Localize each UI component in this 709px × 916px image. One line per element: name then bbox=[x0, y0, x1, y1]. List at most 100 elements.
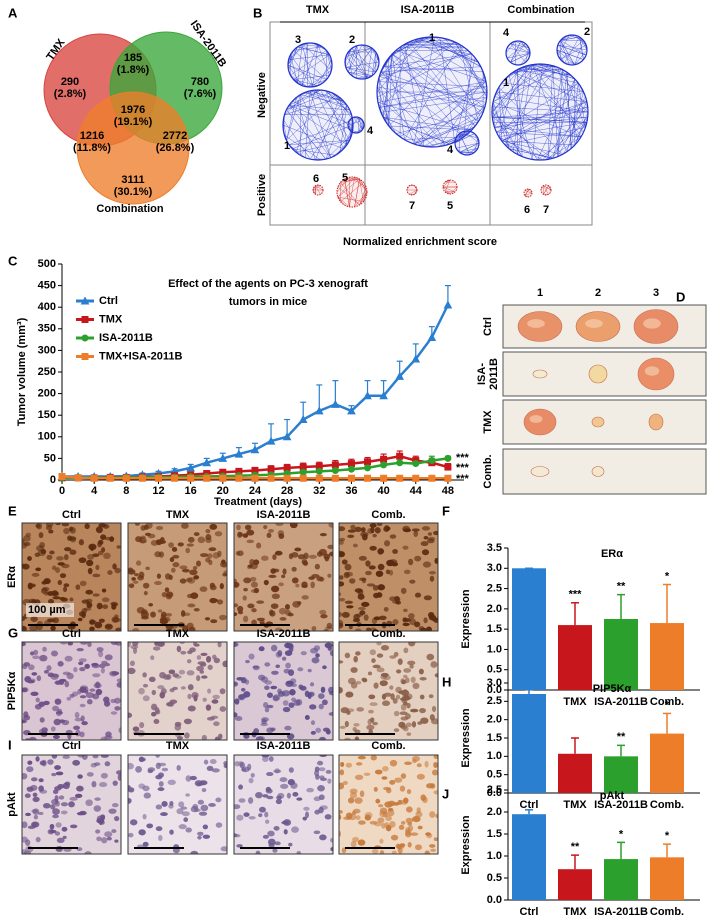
nucleus bbox=[395, 600, 402, 605]
data-point bbox=[347, 460, 355, 468]
nucleus bbox=[396, 669, 402, 674]
nucleus bbox=[345, 691, 354, 698]
venn-count: 2772 bbox=[163, 130, 187, 142]
nucleus bbox=[245, 659, 250, 664]
nucleus bbox=[389, 534, 397, 539]
nucleus bbox=[176, 645, 182, 653]
nucleus bbox=[27, 582, 33, 590]
nucleus bbox=[140, 611, 149, 618]
data-point bbox=[218, 453, 228, 462]
nucleus bbox=[339, 581, 345, 587]
cluster-label: 4 bbox=[447, 144, 454, 156]
nucleus bbox=[209, 597, 218, 604]
nucleus bbox=[273, 825, 280, 831]
ihc-column-label: Comb. bbox=[371, 509, 405, 521]
nucleus bbox=[279, 777, 288, 783]
nucleus bbox=[353, 655, 358, 663]
x-tick-label: ISA-2011B bbox=[594, 906, 648, 916]
nucleus bbox=[241, 768, 247, 772]
venn-percent: (30.1%) bbox=[114, 186, 153, 198]
nucleus bbox=[266, 704, 274, 709]
nucleus bbox=[404, 618, 412, 622]
nucleus bbox=[350, 682, 358, 689]
nucleus bbox=[339, 769, 345, 776]
nucleus bbox=[297, 667, 304, 672]
ihc-row-label: pAkt bbox=[6, 792, 18, 817]
nucleus bbox=[208, 559, 213, 566]
nucleus bbox=[339, 814, 342, 821]
nucleus bbox=[132, 642, 139, 647]
nucleus bbox=[151, 711, 157, 717]
nucleus bbox=[85, 692, 95, 699]
bar bbox=[558, 753, 592, 793]
nucleus bbox=[301, 559, 308, 565]
data-point bbox=[90, 474, 98, 482]
nucleus bbox=[326, 622, 333, 629]
nucleus bbox=[281, 656, 287, 661]
nucleus bbox=[356, 762, 363, 766]
network-row-label: Positive bbox=[256, 174, 268, 216]
nucleus bbox=[400, 821, 406, 825]
y-tick-label: 0 bbox=[50, 474, 56, 486]
nucleus bbox=[115, 627, 121, 631]
nucleus bbox=[379, 850, 385, 854]
nucleus bbox=[350, 840, 357, 848]
nucleus bbox=[370, 717, 375, 723]
nucleus bbox=[295, 583, 300, 588]
nucleus bbox=[101, 547, 106, 553]
nucleus bbox=[291, 826, 299, 833]
data-point bbox=[412, 460, 420, 468]
nucleus bbox=[258, 646, 265, 652]
nucleus bbox=[186, 622, 194, 629]
nucleus bbox=[61, 523, 70, 527]
cluster-label: 1 bbox=[284, 140, 290, 152]
nucleus bbox=[212, 552, 220, 559]
nucleus bbox=[128, 583, 135, 589]
nucleus bbox=[61, 826, 68, 832]
nucleus bbox=[305, 811, 310, 819]
nucleus bbox=[365, 570, 372, 576]
nucleus bbox=[344, 737, 351, 740]
nucleus bbox=[429, 811, 436, 818]
data-point bbox=[58, 473, 66, 481]
nucleus bbox=[85, 589, 94, 595]
nucleus bbox=[234, 698, 240, 705]
nucleus bbox=[145, 566, 150, 571]
nucleus bbox=[198, 811, 208, 816]
nucleus bbox=[28, 664, 35, 671]
tumor-highlight bbox=[527, 319, 545, 328]
nucleus bbox=[248, 816, 256, 820]
nucleus bbox=[423, 536, 429, 540]
venn-percent: (19.1%) bbox=[114, 116, 153, 128]
nucleus bbox=[24, 793, 31, 799]
nucleus bbox=[39, 760, 46, 766]
nucleus bbox=[101, 588, 107, 593]
nucleus bbox=[56, 837, 65, 843]
nucleus bbox=[24, 676, 32, 683]
data-point bbox=[347, 406, 356, 415]
nucleus bbox=[142, 683, 149, 688]
nucleus bbox=[161, 801, 168, 807]
data-point bbox=[444, 474, 452, 482]
nucleus bbox=[57, 661, 64, 667]
nucleus bbox=[319, 533, 327, 537]
nucleus bbox=[52, 814, 59, 819]
nucleus bbox=[247, 565, 252, 570]
nucleus bbox=[31, 572, 40, 577]
nucleus bbox=[32, 792, 38, 797]
data-point bbox=[364, 474, 372, 482]
y-tick-label: 0.5 bbox=[487, 872, 502, 884]
nucleus bbox=[185, 547, 191, 554]
nucleus bbox=[170, 567, 176, 573]
ihc-image bbox=[22, 755, 121, 854]
nucleus bbox=[43, 700, 50, 706]
significance: *** bbox=[456, 462, 470, 474]
data-point bbox=[428, 474, 436, 482]
nucleus bbox=[104, 831, 113, 838]
data-point bbox=[138, 474, 146, 482]
chart-title: tumors in mice bbox=[229, 296, 307, 308]
nucleus bbox=[210, 715, 219, 719]
nucleus bbox=[400, 703, 407, 711]
nucleus bbox=[362, 678, 368, 683]
network-edges bbox=[454, 131, 480, 155]
